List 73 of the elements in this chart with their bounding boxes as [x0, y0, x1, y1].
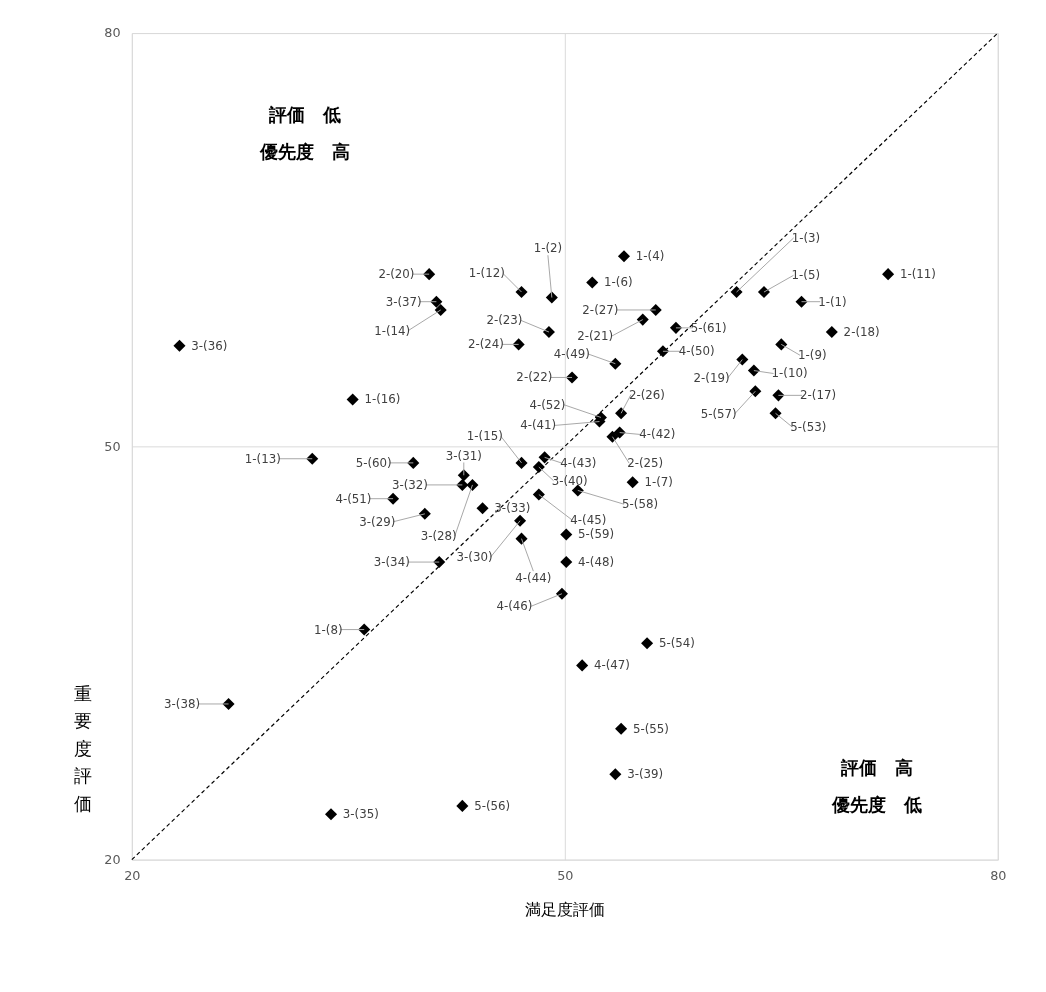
- annotation: 1-(10): [771, 366, 808, 381]
- y-tick-label: 20: [104, 852, 121, 868]
- y-tick-label: 80: [104, 25, 121, 41]
- x-tick-label: 20: [124, 867, 141, 883]
- annotation: 2-(21): [577, 329, 614, 344]
- annotation: 優先度 高: [259, 141, 351, 162]
- annotation: 評価 高: [839, 757, 913, 778]
- annotation: 2-(18): [843, 324, 880, 339]
- annotation: 5-(57): [700, 406, 737, 421]
- annotation: 5-(55): [632, 721, 669, 736]
- annotation: 4-(42): [639, 427, 676, 442]
- annotation: 4-(41): [520, 418, 557, 433]
- annotation: 4-(46): [496, 599, 533, 614]
- annotation: 5-(53): [790, 419, 827, 434]
- annotation: 5-(59): [578, 527, 615, 542]
- annotation: 4-(52): [529, 397, 566, 412]
- annotation: 2-(25): [627, 456, 664, 471]
- annotation: 1-(12): [468, 266, 505, 281]
- annotation: 1-(11): [899, 267, 936, 282]
- annotation: 2-(23): [486, 313, 523, 328]
- x-tick-label: 80: [990, 867, 1007, 883]
- annotation: 2-(26): [628, 387, 665, 402]
- annotation: 3-(32): [391, 477, 428, 492]
- annotation: 3-(31): [445, 448, 482, 463]
- annotation: 2-(17): [800, 388, 837, 403]
- annotation: 1-(8): [314, 622, 343, 637]
- x-tick-label: 50: [557, 867, 574, 883]
- annotation: 評価 低: [268, 104, 342, 125]
- annotation: 3-(38): [164, 696, 201, 711]
- annotation: 3-(39): [627, 767, 664, 782]
- annotation: 4-(49): [553, 346, 590, 361]
- annotation: 3-(40): [551, 473, 588, 488]
- annotation: 5-(54): [658, 636, 695, 651]
- annotation: 4-(51): [335, 491, 372, 506]
- annotation: 2-(20): [378, 267, 415, 282]
- annotation: 1-(5): [791, 268, 821, 283]
- annotation: 3-(30): [456, 550, 493, 565]
- y-axis-title: 重要度評価: [74, 683, 93, 814]
- annotation: 1-(4): [635, 249, 665, 264]
- annotation: 4-(48): [578, 555, 615, 569]
- annotation: 3-(35): [342, 807, 379, 822]
- annotation: 3-(34): [373, 555, 410, 569]
- annotation: 4-(50): [678, 344, 715, 359]
- annotation: 1-(13): [244, 451, 281, 466]
- annotation: 2-(19): [693, 371, 730, 386]
- annotation: 3-(33): [494, 501, 531, 516]
- annotation: 3-(37): [385, 294, 422, 309]
- annotation: 1-(14): [374, 323, 411, 338]
- annotation: 3-(28): [420, 529, 457, 544]
- annotation: 3-(36): [191, 338, 228, 353]
- annotation: 2-(27): [582, 302, 619, 317]
- annotation: 4-(45): [570, 513, 607, 528]
- annotation: 1-(15): [466, 429, 503, 444]
- annotation: 5-(58): [622, 497, 659, 512]
- annotation: 5-(61): [690, 320, 727, 335]
- annotation: 1-(1): [818, 294, 847, 309]
- annotation: 1-(2): [533, 241, 563, 256]
- annotation: 1-(7): [644, 475, 673, 490]
- annotation: 3-(29): [359, 514, 396, 529]
- y-tick-label: 50: [104, 438, 121, 454]
- annotation: 5-(60): [355, 455, 392, 470]
- annotation: 1-(3): [791, 230, 821, 245]
- annotation: 2-(24): [467, 337, 504, 352]
- annotation: 1-(9): [798, 348, 827, 363]
- annotation: 4-(47): [593, 658, 630, 673]
- annotation: 5-(56): [474, 798, 511, 813]
- annotation: 1-(6): [604, 275, 633, 290]
- annotation: 1-(16): [364, 392, 401, 407]
- annotation: 優先度 低: [830, 794, 922, 815]
- annotation: 2-(22): [516, 370, 553, 385]
- annotation: 4-(44): [515, 570, 552, 585]
- x-axis-title: 満足度評価: [525, 900, 606, 920]
- annotation: 4-(43): [560, 456, 597, 471]
